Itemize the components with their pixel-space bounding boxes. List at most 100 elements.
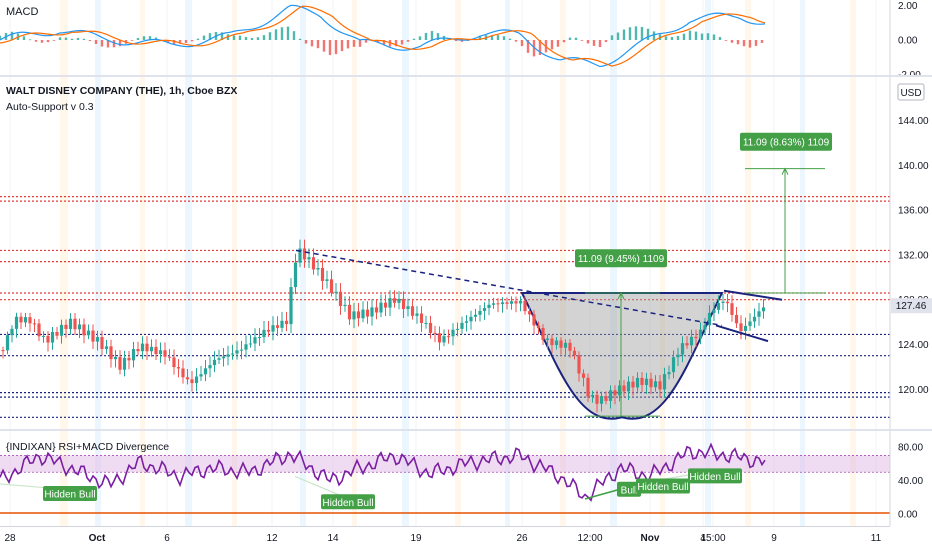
price-candle (266, 320, 271, 337)
svg-text:Hidden Bull: Hidden Bull (689, 472, 740, 483)
target-label: 11.09 (8.63%) 1109 (740, 132, 832, 151)
macd-histogram-bar (736, 40, 740, 45)
macd-histogram-bar (34, 40, 38, 42)
price-candle (500, 297, 505, 313)
price-candle (703, 317, 707, 336)
macd-histogram-bar (568, 37, 572, 40)
price-candle (19, 312, 23, 330)
price-candle (262, 320, 266, 344)
price-candle (1, 346, 5, 359)
time-axis-tick: Oct (89, 533, 106, 544)
price-candle (523, 296, 527, 315)
svg-text:USD: USD (900, 88, 921, 99)
macd-histogram-bar (532, 40, 536, 57)
price-candle (248, 334, 253, 348)
price-candle (527, 306, 532, 322)
macd-histogram-bar (436, 33, 440, 40)
macd-histogram-bar (460, 40, 464, 42)
time-axis-tick: 14 (327, 533, 339, 544)
price-candle (707, 305, 712, 334)
price-candle (581, 369, 586, 387)
price-candle (424, 315, 428, 329)
macd-histogram-bar (304, 40, 308, 44)
macd-histogram-bar (646, 28, 650, 40)
macd-histogram-bar (328, 40, 332, 56)
price-candle (509, 296, 514, 310)
price-candle (208, 356, 212, 378)
macd-histogram-bar (202, 35, 206, 40)
price-candle (653, 375, 658, 392)
macd-histogram-bar (742, 40, 746, 47)
price-candle (109, 339, 113, 368)
svg-text:11.09 (9.45%) 1109: 11.09 (9.45%) 1109 (578, 254, 665, 265)
macd-histogram-bar (100, 40, 104, 47)
macd-histogram-bar (382, 40, 386, 46)
price-candle (482, 302, 487, 320)
price-candle (599, 391, 604, 412)
price-candle (631, 376, 635, 396)
price-candle (626, 376, 631, 400)
macd-histogram-bar (178, 40, 182, 44)
price-candle (5, 331, 10, 355)
price-candle (343, 296, 347, 312)
macd-histogram-bar (526, 40, 530, 53)
macd-histogram-bar (118, 40, 122, 47)
price-candle (505, 297, 509, 310)
price-candle (271, 316, 275, 341)
macd-histogram-bar (424, 32, 428, 40)
price-candle (554, 337, 559, 350)
macd-histogram-bar (454, 40, 458, 42)
macd-histogram-bar (508, 38, 512, 40)
price-candle (410, 298, 415, 320)
macd-histogram-bar (748, 40, 752, 48)
price-candle (316, 259, 320, 276)
macd-histogram-bar (184, 40, 188, 43)
macd-histogram-bar (94, 40, 98, 44)
price-candle (356, 302, 361, 327)
svg-text:Bull: Bull (621, 485, 638, 496)
price-candle (536, 321, 541, 335)
macd-axis-tick: 2.00 (898, 1, 918, 12)
price-candle (532, 310, 536, 335)
macd-axis-tick: 0.00 (898, 36, 918, 47)
time-axis-tick: 19 (410, 533, 422, 544)
macd-histogram-bar (634, 26, 638, 40)
macd-pane: 2.00 0.00 -2.00 MACD (0, 0, 932, 75)
price-candle (181, 360, 185, 384)
macd-histogram-bar (496, 35, 500, 40)
price-candle (370, 299, 374, 326)
macd-histogram-bar (622, 29, 626, 40)
price-axis-tick: 120.00 (898, 385, 929, 396)
price-candle (725, 293, 730, 313)
price-candle (712, 302, 716, 321)
price-candle (338, 283, 343, 315)
price-candle (559, 337, 563, 355)
macd-histogram-bar (208, 33, 212, 40)
price-candle (347, 296, 352, 325)
price-candle (293, 253, 298, 294)
price-axis-tick: 140.00 (898, 161, 929, 172)
price-candle (649, 372, 653, 395)
macd-histogram-bar (628, 27, 632, 40)
currency-badge[interactable]: USD (897, 83, 925, 101)
price-candle (437, 326, 442, 351)
price-candle (334, 283, 338, 301)
macd-histogram-bar (676, 35, 680, 40)
divergence-label: Bull (617, 481, 641, 497)
macd-histogram-bar (322, 40, 326, 52)
price-candle (10, 325, 14, 343)
price-candle (136, 341, 140, 356)
price-candle (140, 336, 145, 360)
macd-histogram-bar (580, 40, 584, 41)
price-candle (239, 340, 244, 360)
rsi-axis-tick: 0.00 (898, 510, 918, 521)
macd-histogram-bar (112, 40, 116, 48)
indicator-title: Auto-Support v 0.3 (6, 101, 94, 113)
macd-histogram-bar (310, 40, 314, 47)
price-candle (730, 295, 734, 322)
price-candle (496, 298, 500, 313)
price-chart: 11.09 (9.45%) 1109 11.09 (8.63%) 1109 144… (0, 77, 932, 429)
macd-histogram-bar (598, 40, 602, 48)
price-candle (91, 324, 95, 349)
macd-histogram-bar (340, 40, 344, 52)
